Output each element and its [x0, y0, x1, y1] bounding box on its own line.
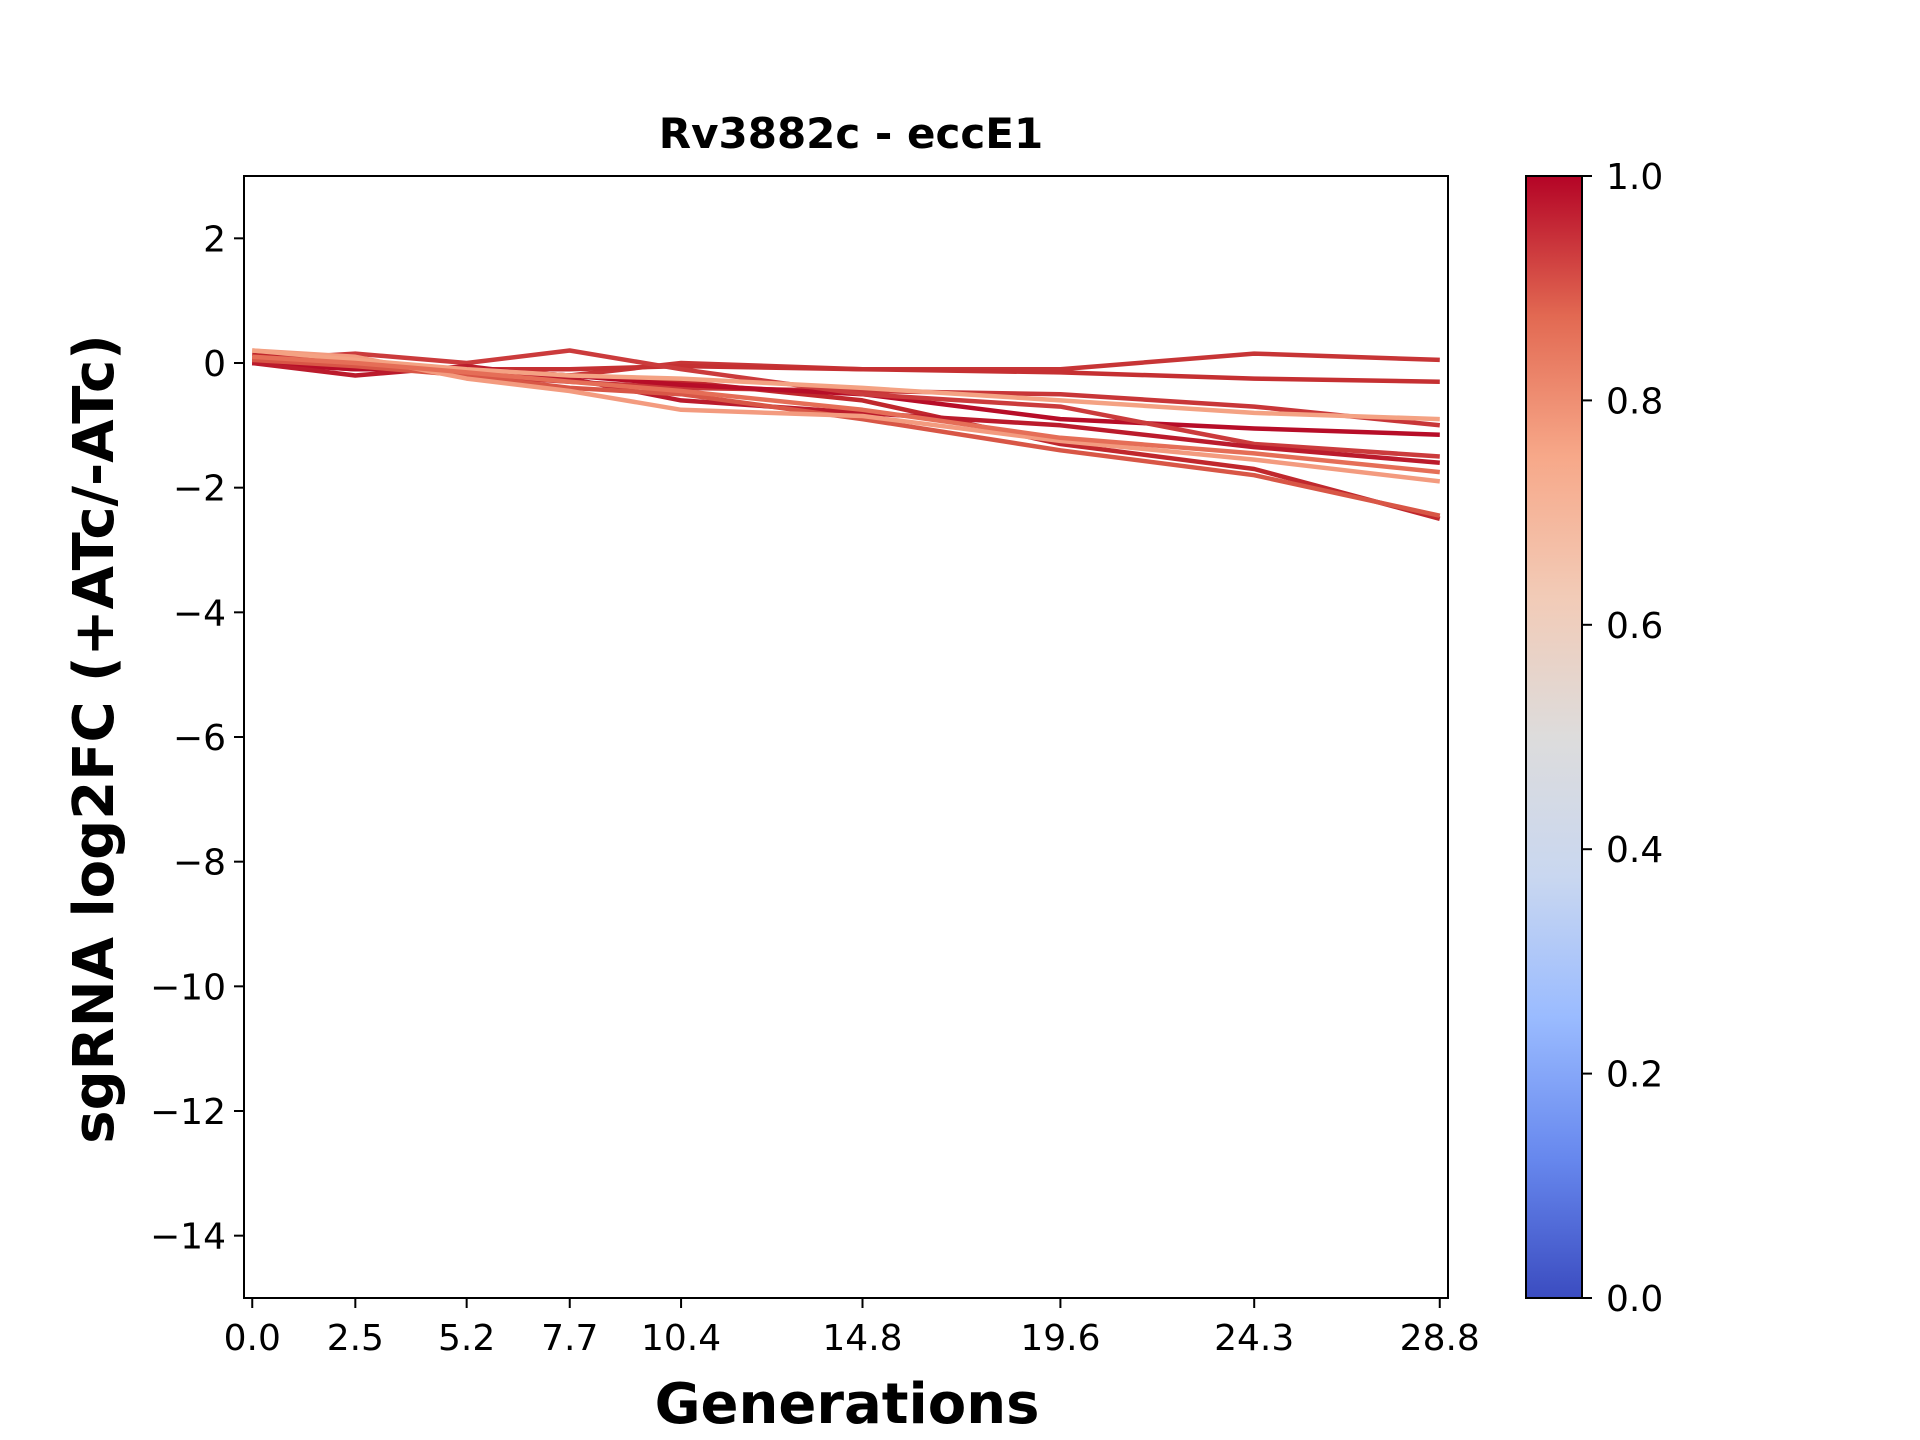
series-line-11 — [252, 354, 1441, 475]
x-tick-label: 14.8 — [822, 1318, 902, 1359]
colorbar-tick-label: 0.6 — [1606, 606, 1663, 647]
plot-area: 0.0 2.5 5.2 7.7 10.4 14.8 19.6 24.3 28.8 2 0 −2 −4 −6… — [150, 175, 1480, 1359]
y-tick-label: −6 — [173, 718, 226, 759]
y-tick-label: −2 — [173, 469, 226, 510]
x-tick-label: 19.6 — [1020, 1318, 1100, 1359]
x-tick-label: 5.2 — [438, 1318, 495, 1359]
y-tick-label: 2 — [203, 219, 226, 260]
colorbar-tick-label: 0.2 — [1606, 1055, 1663, 1096]
series-line-7 — [251, 360, 1440, 465]
colorbar: 0.0 0.2 0.4 0.6 0.8 1.0 — [1525, 157, 1663, 1320]
x-tick-label: 10.4 — [641, 1318, 721, 1359]
y-tick-label: 0 — [203, 344, 226, 385]
plot-frame — [243, 175, 1449, 1299]
series-line-10 — [251, 348, 1440, 422]
x-tick-label: 24.3 — [1214, 1318, 1294, 1359]
colorbar-tick-label: 0.4 — [1606, 830, 1663, 871]
x-tick-label: 28.8 — [1400, 1318, 1480, 1359]
x-tick-label: 7.7 — [541, 1318, 598, 1359]
colorbar-tick-label: 0.0 — [1606, 1279, 1663, 1320]
colorbar-gradient — [1525, 175, 1583, 1299]
chart-title: Rv3882c - eccE1 — [659, 109, 1043, 158]
x-tick-label: 2.5 — [327, 1318, 384, 1359]
series-line-8 — [252, 357, 1441, 518]
x-tick-label: 0.0 — [224, 1318, 281, 1359]
colorbar-tick-label: 1.0 — [1606, 157, 1663, 198]
y-tick-label: −12 — [150, 1092, 226, 1133]
series-line-6 — [252, 348, 1440, 459]
y-tick-label: −10 — [150, 967, 226, 1008]
y-tick-label: −4 — [173, 593, 226, 634]
x-axis-title: Generations — [655, 1372, 1040, 1437]
y-tick-label: −14 — [150, 1217, 226, 1258]
colorbar-tick-label: 0.8 — [1606, 381, 1663, 422]
y-tick-label: −8 — [173, 843, 226, 884]
y-axis-title: sgRNA log2FC (+ATc/-ATc) — [62, 334, 127, 1144]
